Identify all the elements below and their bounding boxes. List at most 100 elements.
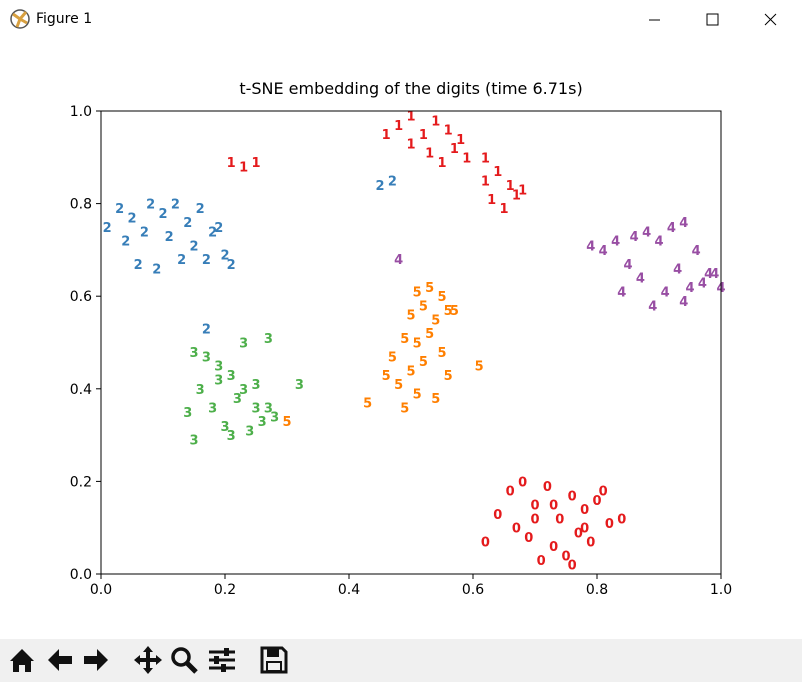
digit-point: 2 (177, 253, 186, 268)
digit-point: 2 (103, 221, 112, 236)
digit-point: 1 (499, 202, 508, 217)
digit-point: 5 (419, 355, 428, 370)
forward-button[interactable] (80, 644, 112, 676)
digit-point: 0 (549, 540, 558, 555)
y-tick-label: 0.2 (70, 474, 92, 490)
back-button[interactable] (44, 644, 76, 676)
digit-point: 3 (196, 383, 205, 398)
digit-point: 2 (165, 230, 174, 245)
digit-point: 4 (673, 262, 682, 277)
digit-point: 5 (394, 378, 403, 393)
chart-title: t-SNE embedding of the digits (time 6.71… (239, 79, 582, 98)
digit-point: 4 (642, 225, 651, 240)
digit-point: 5 (431, 313, 440, 328)
digit-point: 0 (592, 494, 601, 509)
digit-point: 0 (555, 512, 564, 527)
digit-point: 0 (549, 499, 558, 514)
digit-point: 5 (425, 327, 434, 342)
digit-point: 5 (406, 309, 415, 324)
digit-point: 4 (599, 244, 608, 259)
digit-point: 4 (630, 230, 639, 245)
digit-point: 5 (450, 304, 459, 319)
digit-point: 3 (245, 424, 254, 439)
digit-point: 3 (214, 374, 223, 389)
digit-point: 0 (599, 485, 608, 500)
home-button[interactable] (6, 644, 38, 676)
window-controls[interactable] (642, 0, 802, 40)
digit-point: 1 (518, 184, 527, 199)
digit-point: 4 (586, 239, 595, 254)
digit-point: 0 (530, 512, 539, 527)
digit-point: 2 (202, 253, 211, 268)
digit-point: 1 (382, 128, 391, 143)
digit-point: 3 (251, 401, 260, 416)
digit-point: 0 (568, 489, 577, 504)
configure-button[interactable] (206, 644, 238, 676)
digit-point: 3 (202, 350, 211, 365)
digit-point: 1 (437, 156, 446, 171)
digit-point: 1 (406, 137, 415, 152)
digit-point: 0 (493, 508, 502, 523)
digit-point: 2 (375, 179, 384, 194)
digit-point: 3 (227, 369, 236, 384)
digit-point: 2 (127, 211, 136, 226)
digit-point: 2 (183, 216, 192, 231)
digit-point: 3 (233, 392, 242, 407)
digit-point: 2 (220, 249, 229, 264)
digit-point: 1 (506, 179, 515, 194)
digit-point: 3 (239, 383, 248, 398)
digit-point: 0 (586, 536, 595, 551)
digit-point: 3 (239, 337, 248, 352)
digit-point: 0 (617, 512, 626, 527)
digit-point: 0 (530, 499, 539, 514)
maximize-button[interactable] (706, 13, 719, 26)
digit-point: 5 (282, 415, 291, 430)
digit-point: 3 (227, 429, 236, 444)
y-tick-label: 0.6 (70, 289, 92, 305)
digit-point: 0 (605, 517, 614, 532)
digit-point: 1 (444, 124, 453, 139)
digit-point: 4 (617, 286, 626, 301)
digit-point: 0 (561, 549, 570, 564)
digit-point: 4 (692, 244, 701, 259)
digit-point: 5 (419, 299, 428, 314)
digit-point: 4 (654, 235, 663, 250)
digit-point: 3 (214, 360, 223, 375)
digit-point: 4 (679, 295, 688, 310)
digit-point: 3 (264, 332, 273, 347)
toolbar (0, 639, 802, 682)
y-tick-label: 1.0 (70, 104, 92, 120)
digit-point: 1 (450, 142, 459, 157)
digit-point: 2 (189, 239, 198, 254)
digit-point: 3 (264, 401, 273, 416)
digit-point: 2 (134, 258, 143, 273)
pan-button[interactable] (132, 644, 164, 676)
digit-point: 5 (388, 350, 397, 365)
save-button[interactable] (258, 644, 290, 676)
digit-point: 0 (580, 522, 589, 537)
x-tick-label: 0.8 (586, 582, 608, 598)
digit-point: 0 (512, 522, 521, 537)
digit-point: 2 (121, 235, 130, 250)
digit-point: 1 (487, 193, 496, 208)
title-bar: Figure 1 (0, 0, 802, 40)
digit-point: 5 (444, 369, 453, 384)
close-button[interactable] (764, 13, 777, 26)
digit-point: 5 (431, 392, 440, 407)
digit-point: 5 (475, 360, 484, 375)
zoom-button[interactable] (168, 644, 200, 676)
y-tick-label: 0.0 (70, 567, 92, 583)
digit-point: 5 (400, 401, 409, 416)
y-tick-label: 0.8 (70, 197, 92, 213)
digit-point: 4 (679, 216, 688, 231)
digit-point: 2 (115, 202, 124, 217)
digit-point: 2 (196, 202, 205, 217)
digit-point: 4 (648, 299, 657, 314)
digit-point: 2 (140, 225, 149, 240)
digit-point: 2 (388, 174, 397, 189)
digit-point: 1 (431, 114, 440, 129)
digit-point: 3 (251, 378, 260, 393)
digit-point: 5 (382, 369, 391, 384)
axes-frame (100, 110, 722, 575)
